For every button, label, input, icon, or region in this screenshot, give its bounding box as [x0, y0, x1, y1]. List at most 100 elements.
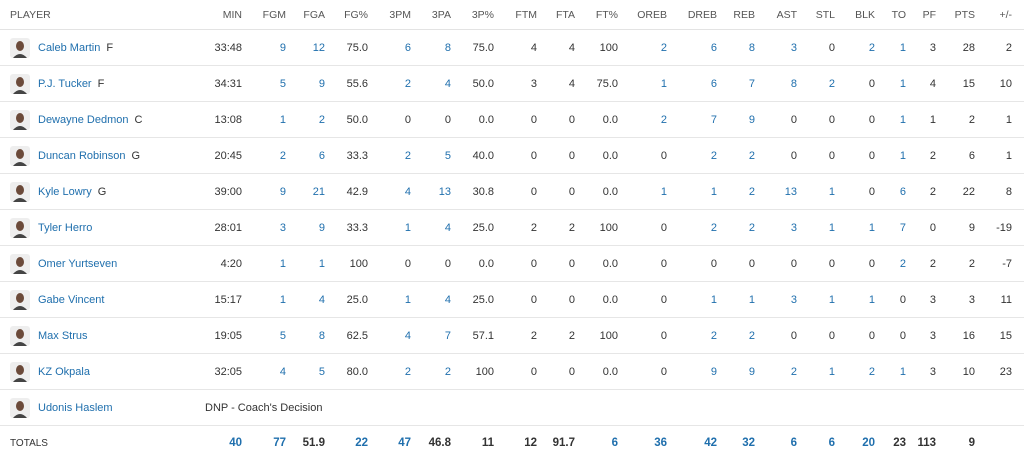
stat-cell[interactable]: 5 — [286, 354, 325, 390]
stat-cell[interactable]: 5 — [242, 66, 286, 102]
stat-cell[interactable]: 1 — [618, 174, 667, 210]
stat-cell[interactable]: 4 — [411, 66, 451, 102]
stat-cell[interactable]: 1 — [835, 210, 875, 246]
stat-cell[interactable]: 1 — [875, 102, 906, 138]
stat-cell[interactable]: 13 — [411, 174, 451, 210]
stat-cell[interactable]: 7 — [667, 102, 717, 138]
stat-cell[interactable]: 2 — [667, 138, 717, 174]
stat-cell[interactable]: 6 — [286, 138, 325, 174]
stat-cell[interactable]: 2 — [411, 354, 451, 390]
stat-cell[interactable]: 1 — [875, 138, 906, 174]
stat-cell[interactable]: 4 — [368, 174, 411, 210]
stat-cell[interactable]: 2 — [368, 354, 411, 390]
stat-cell[interactable]: 2 — [835, 30, 875, 66]
stat-cell[interactable]: 6 — [368, 30, 411, 66]
stat-cell[interactable]: 9 — [717, 354, 755, 390]
player-avatar — [10, 290, 30, 310]
stat-cell[interactable]: 4 — [242, 354, 286, 390]
stat-cell[interactable]: 1 — [797, 282, 835, 318]
stat-cell[interactable]: 1 — [717, 282, 755, 318]
stat-cell[interactable]: 8 — [411, 30, 451, 66]
stat-cell[interactable]: 1 — [667, 174, 717, 210]
stat-cell[interactable]: 1 — [618, 66, 667, 102]
stat-cell[interactable]: 2 — [835, 354, 875, 390]
stat-cell: 80.0 — [325, 354, 368, 390]
player-name[interactable]: Omer Yurtseven — [38, 258, 117, 270]
stat-cell[interactable]: 2 — [717, 318, 755, 354]
stat-cell[interactable]: 3 — [755, 282, 797, 318]
stat-cell[interactable]: 4 — [286, 282, 325, 318]
stat-cell[interactable]: 1 — [242, 102, 286, 138]
stat-cell[interactable]: 5 — [242, 318, 286, 354]
player-cell: Gabe Vincent — [0, 282, 200, 318]
player-name[interactable]: Kyle Lowry — [38, 186, 92, 198]
stat-cell[interactable]: 3 — [755, 30, 797, 66]
stat-cell[interactable]: 8 — [717, 30, 755, 66]
stat-cell[interactable]: 2 — [242, 138, 286, 174]
stat-cell[interactable]: 1 — [797, 174, 835, 210]
stat-cell[interactable]: 1 — [797, 210, 835, 246]
stat-cell[interactable]: 3 — [242, 210, 286, 246]
stat-cell[interactable]: 21 — [286, 174, 325, 210]
stat-cell[interactable]: 1 — [368, 210, 411, 246]
stat-cell[interactable]: 1 — [875, 354, 906, 390]
stat-cell[interactable]: 6 — [875, 174, 906, 210]
stat-cell[interactable]: 1 — [368, 282, 411, 318]
stat-cell[interactable]: 2 — [667, 210, 717, 246]
stat-cell[interactable]: 1 — [875, 66, 906, 102]
stat-cell[interactable]: 6 — [667, 66, 717, 102]
stat-cell[interactable]: 9 — [286, 210, 325, 246]
stat-cell[interactable]: 6 — [667, 30, 717, 66]
stat-cell[interactable]: 9 — [242, 174, 286, 210]
stat-cell[interactable]: 9 — [667, 354, 717, 390]
stat-cell[interactable]: 1 — [797, 354, 835, 390]
stat-cell[interactable]: 2 — [618, 102, 667, 138]
player-name[interactable]: Udonis Haslem — [38, 402, 113, 414]
player-name[interactable]: Dewayne Dedmon — [38, 114, 129, 126]
stat-cell[interactable]: 2 — [368, 138, 411, 174]
stat-cell[interactable]: 4 — [368, 318, 411, 354]
dnp-note: DNP - Coach's Decision — [200, 390, 1024, 426]
player-name[interactable]: Gabe Vincent — [38, 294, 104, 306]
stat-cell[interactable]: 9 — [717, 102, 755, 138]
player-name[interactable]: Caleb Martin — [38, 42, 100, 54]
player-name[interactable]: Tyler Herro — [38, 222, 92, 234]
player-name[interactable]: P.J. Tucker — [38, 78, 92, 90]
stat-cell[interactable]: 1 — [286, 246, 325, 282]
stat-cell[interactable]: 8 — [286, 318, 325, 354]
stat-cell[interactable]: 7 — [875, 210, 906, 246]
stat-cell[interactable]: 9 — [286, 66, 325, 102]
stat-cell[interactable]: 8 — [755, 66, 797, 102]
stat-cell[interactable]: 9 — [242, 30, 286, 66]
player-name[interactable]: Duncan Robinson — [38, 150, 125, 162]
stat-cell[interactable]: 1 — [667, 282, 717, 318]
stat-cell[interactable]: 2 — [618, 30, 667, 66]
stat-cell[interactable]: 2 — [875, 246, 906, 282]
stat-cell[interactable]: 7 — [411, 318, 451, 354]
player-name[interactable]: Max Strus — [38, 330, 88, 342]
stat-cell[interactable]: 2 — [717, 210, 755, 246]
player-position: G — [98, 186, 107, 198]
stat-cell[interactable]: 2 — [717, 138, 755, 174]
stat-cell[interactable]: 2 — [797, 66, 835, 102]
stat-cell[interactable]: 3 — [755, 210, 797, 246]
stat-cell[interactable]: 1 — [875, 30, 906, 66]
stat-cell[interactable]: 13 — [755, 174, 797, 210]
stat-cell[interactable]: 1 — [242, 282, 286, 318]
stat-cell[interactable]: 1 — [835, 282, 875, 318]
stat-cell[interactable]: 5 — [411, 138, 451, 174]
stat-cell[interactable]: 4 — [411, 210, 451, 246]
stat-cell[interactable]: 12 — [286, 30, 325, 66]
stat-cell[interactable]: 7 — [717, 66, 755, 102]
stat-cell[interactable]: 1 — [242, 246, 286, 282]
stat-cell: 0 — [494, 354, 537, 390]
stat-cell[interactable]: 2 — [667, 318, 717, 354]
player-name[interactable]: KZ Okpala — [38, 366, 90, 378]
column-header: PF — [906, 0, 936, 30]
stat-cell[interactable]: 4 — [411, 282, 451, 318]
stat-cell[interactable]: 2 — [286, 102, 325, 138]
stat-cell[interactable]: 2 — [755, 354, 797, 390]
stat-cell[interactable]: 2 — [368, 66, 411, 102]
stat-cell[interactable]: 2 — [717, 174, 755, 210]
